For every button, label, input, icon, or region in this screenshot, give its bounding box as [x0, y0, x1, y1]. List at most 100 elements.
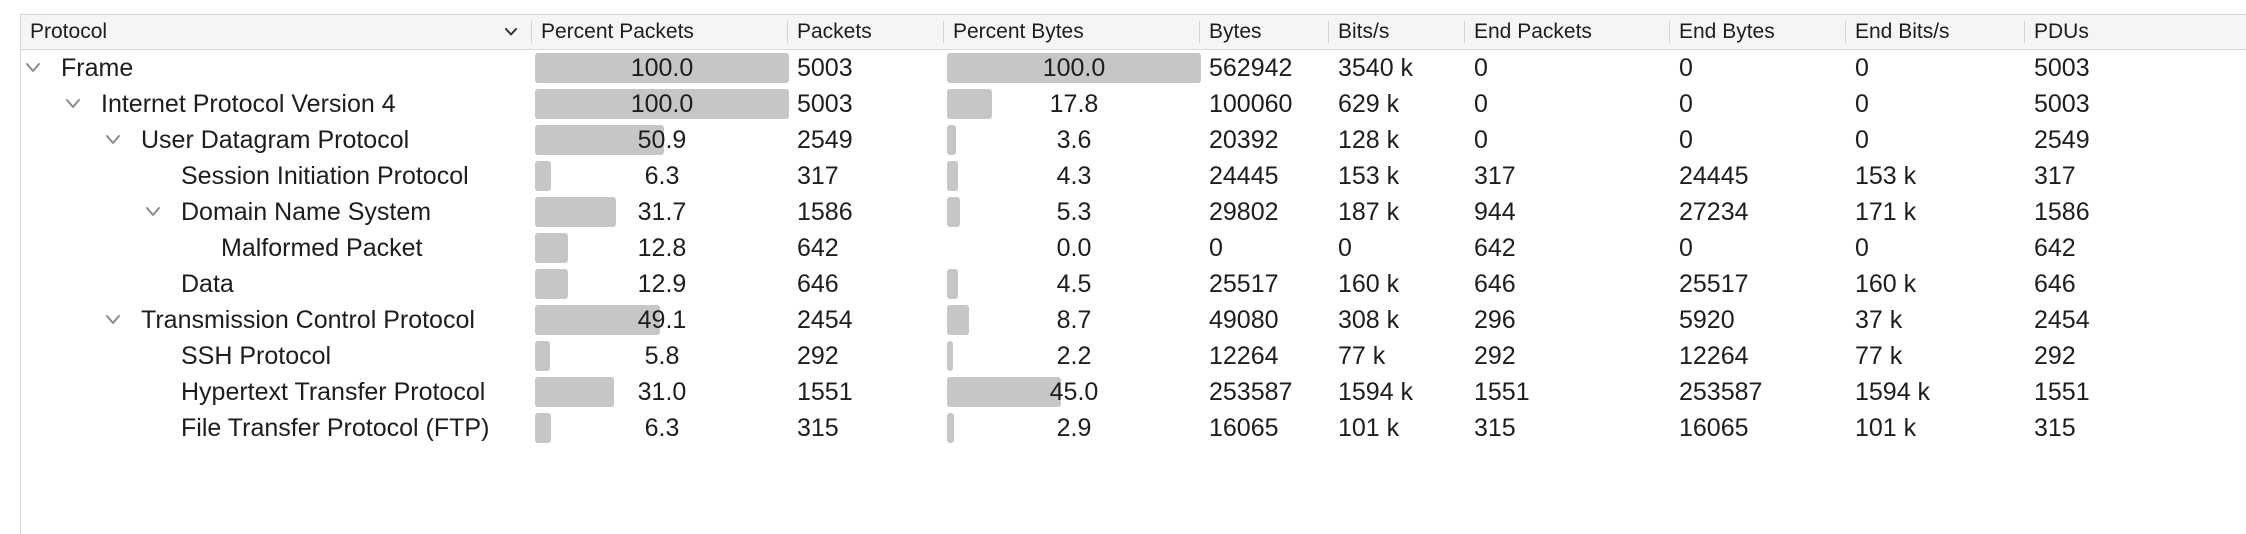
column-header-end-bytes[interactable]: End Bytes [1679, 20, 1775, 43]
pdus-cell: 5003 [2034, 90, 2090, 118]
column-header-pdus[interactable]: PDUs [2034, 20, 2089, 43]
column-divider[interactable] [531, 21, 532, 43]
end-bits-s-cell: 171 k [1855, 198, 1917, 226]
table-row[interactable]: Session Initiation Protocol 6.3 4.3 317 2444… [21, 158, 2246, 194]
protocol-name: Frame [61, 54, 134, 82]
table-row[interactable]: Data 12.9 4.5 646 25517 160 k 646 25517 160 k 646 [21, 266, 2246, 302]
table-row[interactable]: Internet Protocol Version 4 100.0 17.8 5003… [21, 86, 2246, 122]
percent-bytes-cell: 3.6 [947, 122, 1201, 158]
end-bytes-cell: 27234 [1679, 198, 1749, 226]
packets-cell: 5003 [797, 90, 853, 118]
end-packets-cell: 944 [1474, 198, 1516, 226]
percent-bytes-value: 8.7 [1056, 306, 1092, 334]
table-row[interactable]: Frame 100.0 100.0 5003 562942 3540 k 0 0 0 5003 [21, 50, 2246, 86]
end-bytes-cell: 0 [1679, 234, 1693, 262]
column-divider[interactable] [1199, 21, 1200, 43]
percent-bytes-value: 2.9 [1056, 414, 1092, 442]
table-row[interactable]: File Transfer Protocol (FTP) 6.3 2.9 315 160… [21, 410, 2246, 446]
pdus-cell: 315 [2034, 414, 2076, 442]
percent-packets-cell: 100.0 [535, 50, 789, 86]
packets-cell: 5003 [797, 54, 853, 82]
percent-bytes-bar [947, 125, 956, 155]
table-row[interactable]: User Datagram Protocol 50.9 3.6 2549 20392 12… [21, 122, 2246, 158]
percent-packets-cell: 5.8 [535, 338, 789, 374]
column-divider[interactable] [2024, 21, 2025, 43]
bytes-cell: 562942 [1209, 54, 1293, 82]
pdus-cell: 317 [2034, 162, 2076, 190]
percent-packets-cell: 31.0 [535, 374, 789, 410]
column-divider[interactable] [943, 21, 944, 43]
bytes-cell: 16065 [1209, 414, 1279, 442]
column-header-packets[interactable]: Packets [797, 20, 872, 43]
table-row[interactable]: Malformed Packet 12.8 0.0 642 0 0 642 0 0 642 [21, 230, 2246, 266]
percent-packets-bar [535, 197, 616, 227]
column-header-percent-packets[interactable]: Percent Packets [541, 20, 694, 43]
packets-cell: 642 [797, 234, 839, 262]
disclosure-chevron-icon[interactable] [105, 313, 121, 327]
protocol-name: Internet Protocol Version 4 [101, 90, 396, 118]
end-bits-s-cell: 101 k [1855, 414, 1917, 442]
column-divider[interactable] [1669, 21, 1670, 43]
column-header-end-bits-s[interactable]: End Bits/s [1855, 20, 1950, 43]
percent-bytes-value: 17.8 [1049, 90, 1099, 118]
column-header-end-packets[interactable]: End Packets [1474, 20, 1592, 43]
percent-packets-cell: 12.8 [535, 230, 789, 266]
percent-packets-bar [535, 89, 789, 119]
percent-bytes-cell: 8.7 [947, 302, 1201, 338]
percent-bytes-value: 45.0 [1049, 378, 1099, 406]
end-bytes-cell: 16065 [1679, 414, 1749, 442]
pdus-cell: 646 [2034, 270, 2076, 298]
packets-cell: 1551 [797, 378, 853, 406]
pdus-cell: 2549 [2034, 126, 2090, 154]
protocol-name: Transmission Control Protocol [141, 306, 475, 334]
percent-bytes-cell: 2.9 [947, 410, 1201, 446]
column-header-bits-s[interactable]: Bits/s [1338, 20, 1390, 43]
column-divider[interactable] [1328, 21, 1329, 43]
disclosure-chevron-icon[interactable] [25, 61, 41, 75]
column-header-protocol[interactable]: Protocol [30, 20, 108, 43]
chevron-down-icon[interactable] [503, 24, 519, 40]
percent-packets-cell: 12.9 [535, 266, 789, 302]
packets-cell: 317 [797, 162, 839, 190]
pdus-cell: 642 [2034, 234, 2076, 262]
bytes-cell: 100060 [1209, 90, 1293, 118]
end-bits-s-cell: 0 [1855, 54, 1869, 82]
end-bytes-cell: 5920 [1679, 306, 1735, 334]
table-row[interactable]: SSH Protocol 5.8 2.2 292 12264 77 k 292 12264 77… [21, 338, 2246, 374]
column-divider[interactable] [1845, 21, 1846, 43]
percent-packets-cell: 6.3 [535, 158, 789, 194]
percent-bytes-bar [947, 161, 958, 191]
percent-packets-value: 100.0 [630, 90, 694, 118]
packets-cell: 292 [797, 342, 839, 370]
end-bits-s-cell: 77 k [1855, 342, 1903, 370]
percent-bytes-cell: 5.3 [947, 194, 1201, 230]
end-packets-cell: 292 [1474, 342, 1516, 370]
percent-packets-value: 49.1 [637, 306, 687, 334]
bits-s-cell: 160 k [1338, 270, 1400, 298]
percent-packets-value: 5.8 [644, 342, 680, 370]
end-bytes-cell: 253587 [1679, 378, 1763, 406]
disclosure-chevron-icon[interactable] [65, 97, 81, 111]
packets-cell: 646 [797, 270, 839, 298]
table-row[interactable]: Domain Name System 31.7 5.3 1586 29802 187 k 9… [21, 194, 2246, 230]
percent-bytes-bar [947, 53, 1201, 83]
table-row[interactable]: Transmission Control Protocol 49.1 8.7 2454… [21, 302, 2246, 338]
percent-bytes-value: 3.6 [1056, 126, 1092, 154]
column-header-percent-bytes[interactable]: Percent Bytes [953, 20, 1084, 43]
percent-bytes-value: 0.0 [1056, 234, 1092, 262]
table-row[interactable]: Hypertext Transfer Protocol 31.0 45.0 1551 2… [21, 374, 2246, 410]
percent-packets-value: 31.0 [637, 378, 687, 406]
column-header-bytes[interactable]: Bytes [1209, 20, 1262, 43]
protocol-name: Hypertext Transfer Protocol [181, 378, 486, 406]
column-divider[interactable] [1464, 21, 1465, 43]
pdus-cell: 1586 [2034, 198, 2090, 226]
disclosure-chevron-icon[interactable] [105, 133, 121, 147]
protocol-name: Data [181, 270, 234, 298]
disclosure-chevron-icon[interactable] [145, 205, 161, 219]
percent-bytes-value: 100.0 [1042, 54, 1106, 82]
percent-bytes-value: 2.2 [1056, 342, 1092, 370]
bits-s-cell: 128 k [1338, 126, 1400, 154]
column-divider[interactable] [787, 21, 788, 43]
percent-packets-bar [535, 269, 568, 299]
percent-packets-value: 31.7 [637, 198, 687, 226]
